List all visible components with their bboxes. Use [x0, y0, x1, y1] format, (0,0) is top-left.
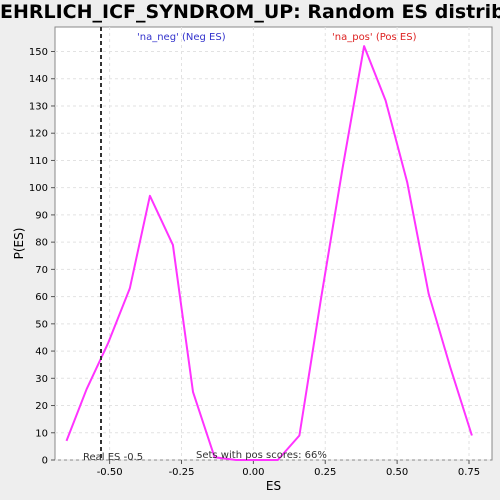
x-tick-label: -0.25 [169, 467, 195, 478]
y-tick-label: 60 [35, 292, 48, 303]
y-tick-label: 120 [29, 129, 48, 140]
x-axis-ticks: -0.50 -0.25 0.00 0.25 0.50 0.75 [97, 460, 480, 478]
x-axis-title: ES [266, 479, 281, 493]
x-tick-label: 0.00 [242, 467, 264, 478]
x-tick-label: 0.75 [458, 467, 480, 478]
neg-es-label: 'na_neg' (Neg ES) [137, 32, 226, 43]
y-tick-label: 90 [35, 210, 48, 221]
pos-scores-label: Sets with pos scores: 66% [196, 450, 327, 461]
y-axis-ticks: 0 10 20 30 40 50 60 70 80 90 100 110 120 130 140 150 [29, 47, 55, 467]
real-es-label: Real ES -0.5 [83, 452, 143, 463]
y-tick-label: 10 [35, 428, 48, 439]
grid [55, 27, 492, 461]
y-tick-label: 30 [35, 374, 48, 385]
x-tick-label: 0.50 [386, 467, 408, 478]
pos-es-label: 'na_pos' (Pos ES) [332, 32, 417, 43]
y-tick-label: 20 [35, 401, 48, 412]
y-tick-label: 140 [29, 74, 48, 85]
y-tick-label: 50 [35, 319, 48, 330]
chart-title: EHRLICH_ICF_SYNDROM_UP: Random ES distri… [0, 1, 500, 23]
series-line [65, 45, 473, 461]
plot-area [54, 26, 493, 461]
x-tick-label: 0.25 [314, 467, 336, 478]
y-tick-label: 130 [29, 101, 48, 112]
y-tick-label: 70 [35, 265, 48, 276]
y-axis-title: P(ES) [12, 228, 26, 260]
y-tick-label: 0 [42, 456, 48, 467]
y-tick-label: 150 [29, 47, 48, 58]
y-tick-label: 80 [35, 238, 48, 249]
y-tick-label: 40 [35, 347, 48, 358]
series-layer [65, 45, 473, 461]
x-tick-label: -0.50 [97, 467, 123, 478]
y-tick-label: 110 [29, 156, 48, 167]
y-tick-label: 100 [29, 183, 48, 194]
